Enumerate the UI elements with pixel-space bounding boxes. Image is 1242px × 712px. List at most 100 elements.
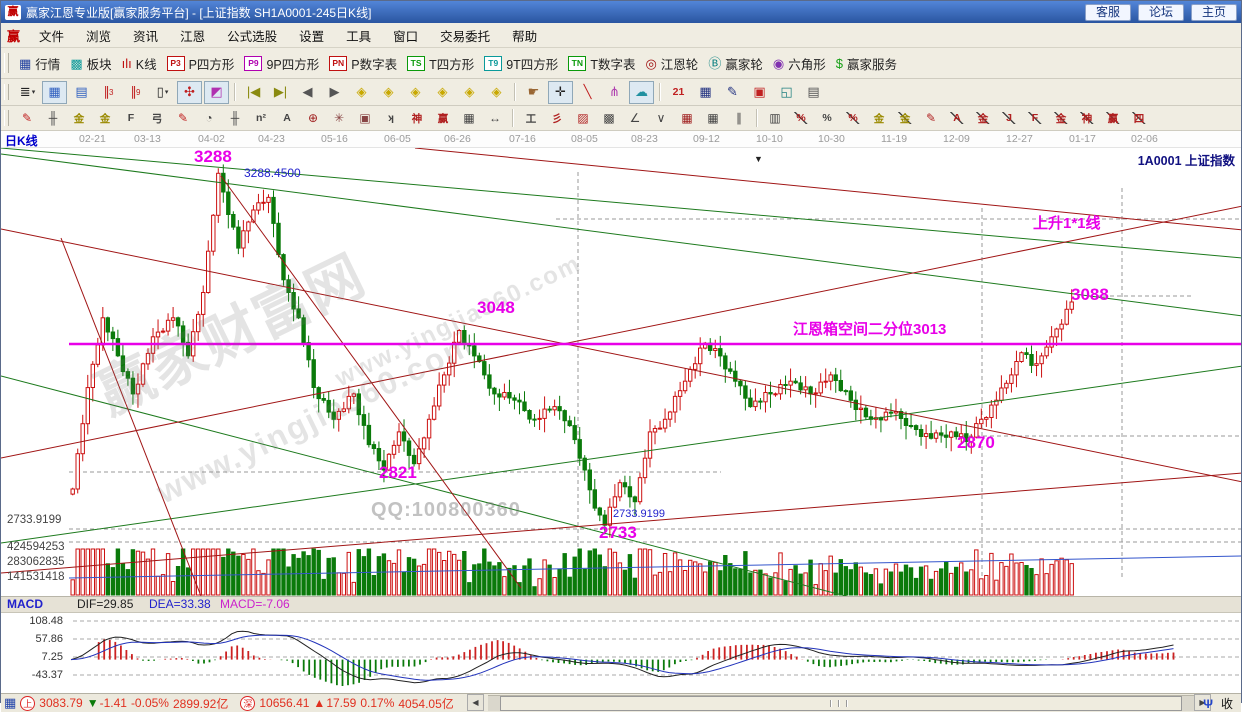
gold-grid-1-button[interactable]: 金 — [67, 108, 91, 129]
level-bars-button[interactable]: ▥ — [763, 108, 787, 129]
menu-公式选股[interactable]: 公式选股 — [227, 29, 278, 44]
scrollbar-thumb[interactable] — [500, 695, 1182, 711]
toolbar-9p-square-button[interactable]: P9 9P四方形 — [244, 54, 319, 73]
gann-shape-button[interactable]: ✣ — [177, 80, 202, 104]
k-mark-button[interactable]: ʞ — [379, 108, 403, 129]
hand-drag-button[interactable]: ☛ — [521, 81, 546, 104]
zoom-right-button[interactable]: ◈ — [376, 81, 401, 104]
gann-star-button[interactable]: ✳ — [327, 108, 351, 129]
candle-type-button[interactable]: ▯ ▾ — [156, 84, 169, 99]
menu-交易委托[interactable]: 交易委托 — [440, 29, 491, 44]
gold-angle-button[interactable]: 金 — [971, 107, 995, 129]
angle-a-button[interactable]: A — [275, 108, 299, 129]
j-angle-button[interactable]: J — [997, 107, 1021, 129]
square-grid-2-button[interactable]: ▦ — [701, 108, 725, 129]
export-button[interactable]: ◱ — [774, 81, 799, 104]
smart-analysis-button[interactable]: ☁ — [629, 80, 654, 104]
print-button[interactable]: ▤ — [801, 81, 826, 104]
fan-lines-button[interactable]: 彡 — [545, 108, 569, 129]
percent-line-button[interactable]: % — [841, 107, 865, 129]
customer-service-button[interactable]: 客服 — [1084, 3, 1131, 21]
toolbar-kline-button[interactable]: ılı K线 — [122, 54, 157, 73]
kline-period-button[interactable]: ≣ ▾ — [19, 84, 36, 99]
menu-文件[interactable]: 文件 — [39, 29, 65, 44]
gann-tools-button[interactable]: ⋔ — [602, 81, 627, 104]
draw-mark-button[interactable]: ✎ — [919, 108, 943, 129]
toolbar-t-square-button[interactable]: TS T四方形 — [407, 54, 474, 73]
gradient-chart-button[interactable]: ◩ — [204, 80, 229, 104]
gold-angle-2-button[interactable]: 金 — [1049, 107, 1073, 129]
last-page-button[interactable]: ▶| — [268, 81, 293, 104]
menu-浏览[interactable]: 浏览 — [86, 29, 112, 44]
toolbar-quotes-button[interactable]: ▦ 行情 — [19, 54, 60, 73]
fan-box-button[interactable]: ▨ — [571, 108, 595, 129]
v-lines-button[interactable]: ∨ — [649, 108, 673, 129]
percent-fan-button[interactable]: % — [789, 107, 813, 129]
arc-grid-button[interactable]: 弓 — [145, 108, 169, 129]
time-cycle-button[interactable]: ◔ — [197, 108, 221, 129]
menu-帮助[interactable]: 帮助 — [512, 29, 538, 44]
toolbar-hexagon-button[interactable]: ◉ 六角形 — [773, 54, 826, 73]
home-button[interactable]: 主页 — [1190, 3, 1237, 21]
grid-tool-2-button[interactable]: ╫ — [223, 108, 247, 129]
dark-box-button[interactable]: ▩ — [597, 108, 621, 129]
gann-box-button[interactable]: ▣ — [353, 108, 377, 129]
save-button[interactable]: ▣ — [747, 81, 772, 104]
draw-pencil-2-button[interactable]: ✎ — [171, 108, 195, 129]
zoom-out-button[interactable]: ◈ — [457, 81, 482, 104]
notes-button[interactable]: ✎ — [720, 81, 745, 104]
toolbar-t-table-button[interactable]: TN T数字表 — [568, 54, 635, 73]
f-grid-button[interactable]: F — [119, 108, 143, 129]
zoom-horizontal-button[interactable]: ◈ — [403, 81, 428, 104]
forum-button[interactable]: 论坛 — [1137, 3, 1184, 21]
menu-工具[interactable]: 工具 — [346, 29, 372, 44]
info-doc-button[interactable]: ▤ — [69, 81, 94, 104]
gold-lines-button[interactable]: 金 — [893, 107, 917, 129]
calendar-button[interactable]: 21 — [666, 81, 691, 104]
angle-lines-button[interactable]: ∠ — [623, 108, 647, 129]
square-grid-button[interactable]: ▦ — [675, 108, 699, 129]
macd-indicator-label[interactable]: MACD — [7, 597, 43, 611]
toolbar-sectors-button[interactable]: ▩ 板块 — [70, 54, 111, 73]
parallel-lines-button[interactable]: ∥ — [727, 108, 751, 129]
calculator-button[interactable]: ▦ — [693, 81, 718, 104]
toolbar-p-square-button[interactable]: P3 P四方形 — [166, 54, 234, 73]
trend-line-button[interactable]: ╲ — [575, 81, 600, 104]
toolbar-9t-square-button[interactable]: T9 9T四方形 — [484, 54, 558, 73]
first-page-button[interactable]: |◀ — [241, 81, 266, 104]
f-angle-button[interactable]: F — [1023, 107, 1047, 129]
si-angle-button[interactable]: 四 — [1127, 107, 1151, 129]
square-numbers-button[interactable]: n² — [249, 108, 273, 129]
prev-page-button[interactable]: ◀ — [295, 81, 320, 104]
zoom-all-button[interactable]: ◈ — [484, 81, 509, 104]
gong-tool-button[interactable]: 工 — [519, 108, 543, 129]
gold-grid-2-button[interactable]: 金 — [93, 108, 117, 129]
bars-3-button[interactable]: ∥ 3 — [103, 84, 114, 99]
shen-angle-button[interactable]: 神 — [1075, 107, 1099, 129]
zoom-left-button[interactable]: ◈ — [349, 81, 374, 104]
shen-tool-button[interactable]: 神 — [405, 108, 429, 129]
menu-资讯[interactable]: 资讯 — [133, 29, 159, 44]
grid-tool-button[interactable]: ╫ — [41, 108, 65, 129]
zoom-in-button[interactable]: ◈ — [430, 81, 455, 104]
bars-9-button[interactable]: ∥ 9 — [130, 84, 141, 99]
percent-button[interactable]: % — [815, 108, 839, 129]
crosshair-button[interactable]: ✛ — [548, 80, 573, 104]
next-page-button[interactable]: ▶ — [322, 81, 347, 104]
menu-设置[interactable]: 设置 — [299, 29, 325, 44]
gold-circle-button[interactable]: 金 — [867, 108, 891, 129]
toolbar-winner-service-button[interactable]: $ 赢家服务 — [836, 54, 897, 73]
toolbar-winner-wheel-button[interactable]: Ⓑ 赢家轮 — [708, 54, 763, 73]
draw-pencil-button[interactable]: ✎ — [15, 108, 39, 129]
quotes-grid-icon[interactable]: ▦ — [4, 695, 17, 710]
grid-123-button[interactable]: ▦ — [457, 108, 481, 129]
market-map-button[interactable]: ▦ — [42, 80, 67, 104]
menu-窗口[interactable]: 窗口 — [393, 29, 419, 44]
ying-tool-button[interactable]: 赢 — [431, 108, 455, 129]
ying-angle-button[interactable]: 赢 — [1101, 107, 1125, 129]
toolbar-gann-wheel-button[interactable]: ◎ 江恩轮 — [645, 54, 698, 73]
a-wave-button[interactable]: A — [945, 107, 969, 129]
toolbar-p-table-button[interactable]: PN P数字表 — [329, 54, 397, 73]
chart-area[interactable]: 1A0001 上证指数 赢家财富网 www.yingjia360.com www.y… — [1, 148, 1241, 596]
menu-江恩[interactable]: 江恩 — [180, 29, 206, 44]
